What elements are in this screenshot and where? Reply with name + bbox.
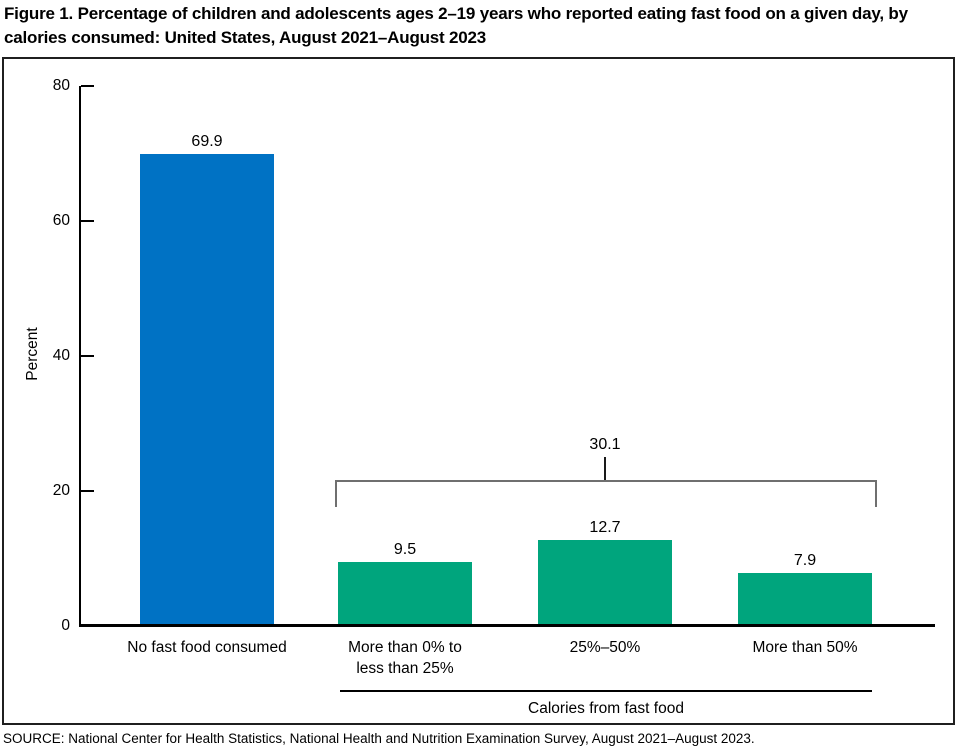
figure-title: Figure 1. Percentage of children and ado…: [4, 4, 908, 47]
bar: [538, 540, 672, 626]
x-category-label: More than 50%: [752, 639, 858, 656]
y-tick: [81, 490, 94, 492]
y-tick-label: 20: [52, 482, 70, 499]
y-tick: [81, 355, 94, 357]
x-axis-line: [79, 624, 935, 627]
chart-plot-area: Percent 0 20 40 60 80 69.9 9.5 12.7 7.9 30.1 No…: [2, 57, 955, 725]
x-category-label: 25%–50%: [569, 639, 641, 656]
group-bracket-end-right: [875, 480, 877, 507]
y-tick: [81, 220, 94, 222]
group-bracket-end-left: [335, 480, 337, 507]
bar: [738, 572, 872, 626]
bar: [338, 561, 472, 626]
bar-value-label: 7.9: [793, 551, 817, 569]
group-bracket-value: 30.1: [589, 436, 621, 453]
y-tick-label: 60: [52, 212, 70, 229]
bar-value-label: 69.9: [191, 133, 223, 151]
x-category-label: More than 0% to less than 25%: [348, 639, 462, 677]
y-axis-line: [79, 86, 81, 626]
x-group-underline: [340, 690, 872, 692]
y-tick: [81, 85, 94, 87]
x-group-label: Calories from fast food: [528, 700, 684, 717]
y-tick-label: 40: [52, 347, 70, 364]
y-tick-label: 0: [61, 617, 70, 634]
x-category-label: No fast food consumed: [127, 639, 287, 656]
bar: [140, 154, 274, 626]
y-tick-label: 80: [52, 77, 70, 94]
bar-value-label: 9.5: [393, 540, 417, 558]
source-note: SOURCE: National Center for Health Stati…: [3, 731, 755, 746]
group-bracket-stem: [604, 457, 606, 481]
bar-value-label: 12.7: [589, 519, 621, 537]
group-bracket-line: [335, 480, 877, 482]
